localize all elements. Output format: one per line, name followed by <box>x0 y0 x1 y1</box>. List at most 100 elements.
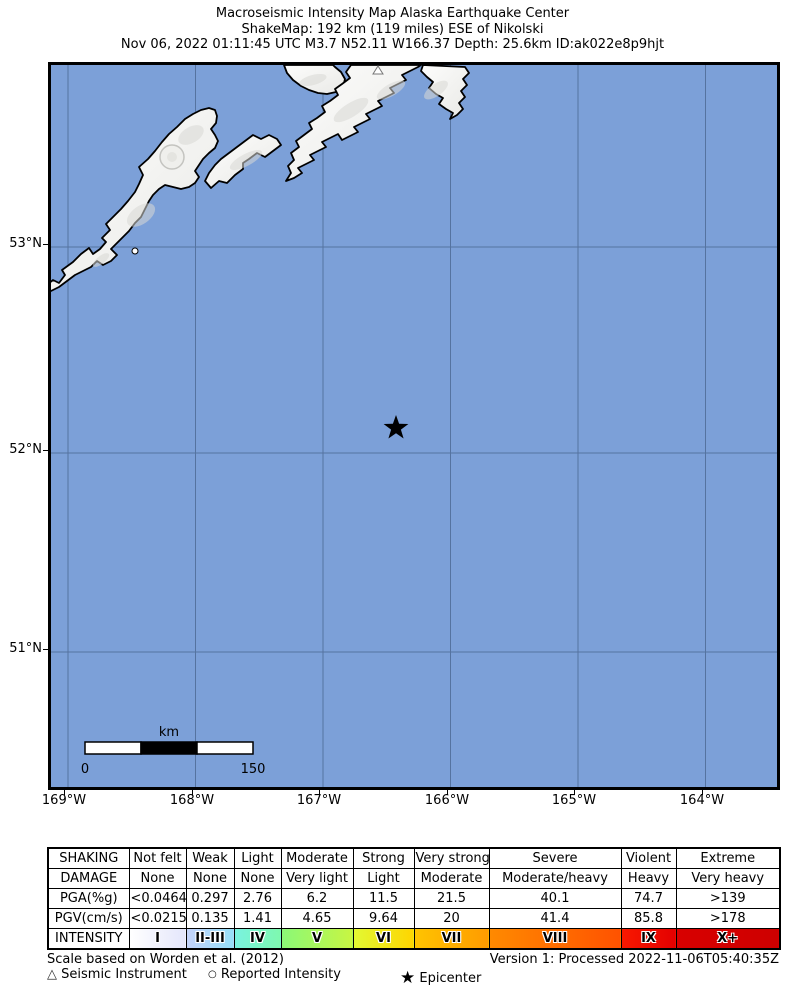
lon-label-164w: 164°W <box>679 793 725 808</box>
legend-row-shaking: SHAKING Not felt Weak Light Moderate Strong Ve… <box>47 847 781 869</box>
row-label: SHAKING <box>47 847 130 869</box>
legend-cell: II-III <box>185 928 235 950</box>
legend-cell: VIII <box>488 928 622 950</box>
legend-reported-label: Reported Intensity <box>220 967 341 982</box>
legend-cell: 11.5 <box>352 888 415 909</box>
legend-row-intensity: INTENSITY I II-III IV V VI VII VIII IX X+ <box>47 928 781 950</box>
legend-cell: Weak <box>185 847 235 869</box>
legend-row-pga-g-: PGA(%g) <0.0464 0.297 2.76 6.2 11.5 21.5 40.1 74… <box>47 888 781 909</box>
legend-cell: X+ <box>675 928 781 950</box>
legend-cell: Light <box>233 847 282 869</box>
row-label: INTENSITY <box>47 928 130 950</box>
legend-cell: Not felt <box>128 847 187 869</box>
legend-cell: Very strong <box>413 847 490 869</box>
legend-cell: Moderate/heavy <box>488 868 622 889</box>
legend-cell: VI <box>352 928 415 950</box>
version-note: Version 1: Processed 2022-11-06T05:40:35… <box>489 952 779 967</box>
triangle-icon: △ <box>47 967 57 982</box>
legend-cell: >139 <box>675 888 781 909</box>
lon-label-169w: 169°W <box>41 793 87 808</box>
scale-note: Scale based on Worden et al. (2012) <box>47 952 284 967</box>
legend-cell: 74.7 <box>620 888 677 909</box>
map-title: Macroseismic Intensity Map Alaska Earthq… <box>0 6 785 53</box>
tick-165w <box>574 790 575 795</box>
circle-icon: ○ <box>208 969 217 980</box>
legend-seismic-label: Seismic Instrument <box>61 967 187 982</box>
legend-cell: 40.1 <box>488 888 622 909</box>
legend-cell: 1.41 <box>233 908 282 929</box>
scale-bar: km 0 150 <box>81 725 266 777</box>
scalebar-max: 150 <box>241 762 266 777</box>
legend-epicenter-label: Epicenter <box>419 971 482 986</box>
legend-cell: >178 <box>675 908 781 929</box>
legend-cell: IV <box>233 928 282 950</box>
lat-label-53n: 53°N <box>9 236 42 251</box>
map-canvas: km 0 150 <box>51 65 777 787</box>
reported-intensity-marker <box>131 247 139 255</box>
legend-cell: 0.135 <box>185 908 235 929</box>
legend-cell: 85.8 <box>620 908 677 929</box>
legend-cell: Light <box>352 868 415 889</box>
lon-label-166w: 166°W <box>424 793 470 808</box>
legend-cell: 9.64 <box>352 908 415 929</box>
lon-label-168w: 168°W <box>169 793 215 808</box>
legend-cell: Severe <box>488 847 622 869</box>
legend-cell: 2.76 <box>233 888 282 909</box>
legend-cell: Very light <box>280 868 354 889</box>
legend-cell: I <box>128 928 187 950</box>
legend-cell: <0.0464 <box>128 888 187 909</box>
lon-label-165w: 165°W <box>551 793 597 808</box>
tick-168w <box>192 790 193 795</box>
tick-166w <box>447 790 448 795</box>
legend-cell: Extreme <box>675 847 781 869</box>
title-line3: Nov 06, 2022 01:11:45 UTC M3.7 N52.11 W1… <box>120 37 665 52</box>
intensity-legend-table: SHAKING Not felt Weak Light Moderate Strong Ve… <box>47 847 781 950</box>
title-line2: ShakeMap: 192 km (119 miles) ESE of Niko… <box>241 21 544 37</box>
tick-169w <box>64 790 65 795</box>
footer-notes: Scale based on Worden et al. (2012) Vers… <box>47 952 779 967</box>
legend-cell: Heavy <box>620 868 677 889</box>
title-line1: Macroseismic Intensity Map Alaska Earthq… <box>215 6 570 21</box>
legend-cell: 21.5 <box>413 888 490 909</box>
legend-cell: None <box>233 868 282 889</box>
row-label: PGV(cm/s) <box>47 908 130 929</box>
legend-row-damage: DAMAGE None None None Very light Light Moderat… <box>47 868 781 889</box>
lon-label-167w: 167°W <box>296 793 342 808</box>
hillshade <box>92 73 448 267</box>
tick-51n <box>43 649 48 650</box>
legend-cell: 6.2 <box>280 888 354 909</box>
legend-epicenter: ★ Epicenter <box>400 967 482 988</box>
scalebar-unit: km <box>159 725 179 740</box>
tick-167w <box>319 790 320 795</box>
legend-cell: Violent <box>620 847 677 869</box>
legend-cell: None <box>128 868 187 889</box>
lat-label-52n: 52°N <box>9 442 42 457</box>
legend-cell: <0.0215 <box>128 908 187 929</box>
epicenter-marker <box>383 415 409 439</box>
seismic-instrument-marker <box>372 65 384 75</box>
legend-cell: IX <box>620 928 677 950</box>
tick-53n <box>43 244 48 245</box>
tick-164w <box>702 790 703 795</box>
star-icon: ★ <box>400 968 416 988</box>
legend-cell: Moderate <box>413 868 490 889</box>
scalebar-min: 0 <box>81 762 89 777</box>
tick-52n <box>43 450 48 451</box>
legend-cell: VII <box>413 928 490 950</box>
legend-row-pgv-cm-s-: PGV(cm/s) <0.0215 0.135 1.41 4.65 9.64 20 41.4 8… <box>47 908 781 929</box>
legend-cell: 0.297 <box>185 888 235 909</box>
legend-cell: 20 <box>413 908 490 929</box>
row-label: PGA(%g) <box>47 888 130 909</box>
legend-cell: Very heavy <box>675 868 781 889</box>
row-label: DAMAGE <box>47 868 130 889</box>
legend-cell: None <box>185 868 235 889</box>
caldera-inner <box>167 152 177 162</box>
legend-reported-intensity: ○ Reported Intensity <box>208 967 341 982</box>
graticule <box>51 65 777 787</box>
legend-cell: 4.65 <box>280 908 354 929</box>
lat-label-51n: 51°N <box>9 641 42 656</box>
legend-cell: V <box>280 928 354 950</box>
legend-cell: Moderate <box>280 847 354 869</box>
map-area: km 0 150 <box>48 62 780 790</box>
